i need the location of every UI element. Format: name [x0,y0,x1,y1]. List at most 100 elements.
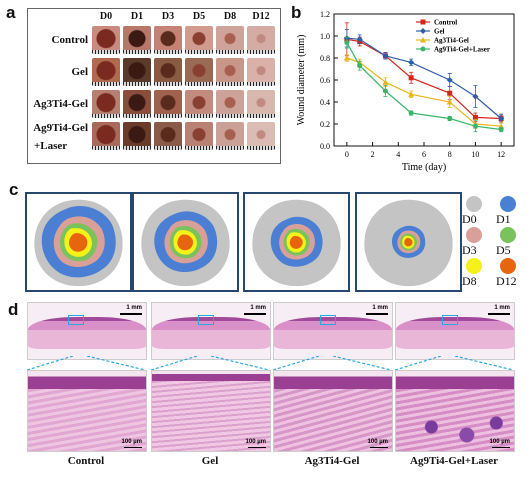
data-point [343,55,350,61]
scale-label-100um: 100 µm [245,439,266,445]
legend-day-label: D12 [496,274,517,288]
wound-diagram-box [132,192,239,292]
legend-entry: Ag3Ti4-Gel [434,37,469,45]
wound-photo [92,122,120,150]
treatment-row-label: Control [28,34,88,46]
data-point [382,88,388,94]
zoom-region-box [442,315,458,325]
zoom-guide-lines [273,356,391,370]
wound-photo [123,122,151,150]
y-tick-label: 0.6 [320,76,330,85]
legend-day-label: D1 [496,212,511,226]
data-point [408,110,414,116]
scale-ruler [247,82,275,86]
histology-caption: Ag3Ti4-Gel [304,455,360,467]
wound-outline-diagram [141,199,230,287]
data-point [420,28,426,34]
scale-label-1mm: 1 mm [494,305,510,311]
histology-overview: 1 mm [273,302,393,360]
histology-overview: 1 mm [151,302,271,360]
panel-d-label: d [8,300,19,319]
x-axis-label: Time (day) [402,162,446,173]
wound-photo [154,26,182,54]
data-point [447,116,453,121]
scale-ruler [185,146,213,150]
zoom-guide-left [273,356,320,370]
scale-label-100um: 100 µm [367,439,388,445]
x-tick-label: 2 [371,150,375,159]
wound-photo [123,58,151,86]
scale-ruler [185,82,213,86]
wound-photo [154,58,182,86]
scale-bar [248,446,266,448]
wound-photo [92,90,120,118]
data-point [408,59,415,66]
series-group [344,36,504,133]
histology-detail: 100 µm [27,370,147,452]
scale-ruler [247,50,275,54]
scale-ruler [154,50,182,54]
wound-outline-diagram [34,199,123,287]
x-tick-label: 0 [345,150,349,159]
wound-photo [123,90,151,118]
histology-caption: Gel [201,455,219,467]
x-tick-label: 6 [422,150,426,159]
day-column-label: D8 [223,11,237,22]
y-tick-label: 1.2 [320,10,330,19]
legend-day-label: D0 [462,212,477,226]
legend-entry: Gel [434,28,445,36]
scale-label-100um: 100 µm [489,439,510,445]
data-point [420,46,426,52]
treatment-name: Ag3Ti4-Gel [33,98,88,110]
legend-day-label: D3 [462,243,477,257]
day-column-label: D3 [161,11,175,22]
zoom-guide-left [27,356,74,370]
scale-bar [120,313,142,315]
wound-photo [216,90,244,118]
wound-diagram-box [25,192,132,292]
day-column-label: D12 [252,11,270,22]
wound-photo [92,26,120,54]
zoom-guide-left [151,356,198,370]
y-tick-label: 0.2 [320,120,330,129]
zoom-guide-lines [151,356,269,370]
wound-photo [123,26,151,54]
zoom-region-box [68,315,84,325]
y-tick-label: 0.0 [320,142,330,151]
data-point [446,99,453,105]
data-point [356,36,363,43]
x-tick-label: 12 [497,150,505,159]
treatment-row-label: Ag9Ti4-Gel [28,122,88,134]
wound-photo [216,26,244,54]
histology-caption: Control [67,455,105,467]
zoom-guide-left [395,356,442,370]
wound-photo [216,122,244,150]
scale-ruler [247,146,275,150]
histology-overview: 1 mm [27,302,147,360]
legend-color-dot [500,258,516,274]
scale-ruler [92,82,120,86]
scale-ruler [92,50,120,54]
y-tick-label: 0.8 [320,54,330,63]
epidermis-layer [28,371,146,389]
epidermis-layer [396,371,514,389]
treatment-name: Ag9Ti4-Gel [33,122,88,134]
scale-bar [244,313,266,315]
scale-ruler [216,50,244,54]
wound-photo [154,90,182,118]
data-point [472,114,478,120]
panel-c-label: c [9,180,19,199]
scale-label-1mm: 1 mm [372,305,388,311]
data-point [498,127,504,132]
wound-photo [92,58,120,86]
day-column-label: D5 [192,11,206,22]
zoom-guide-lines [27,356,145,370]
histology-detail: 100 µm [273,370,393,452]
wound-photo [216,58,244,86]
wound-photo [185,58,213,86]
wound-outline-diagram [364,199,453,287]
series-group [344,22,504,123]
series-group [343,54,505,130]
wound-photo [185,26,213,54]
